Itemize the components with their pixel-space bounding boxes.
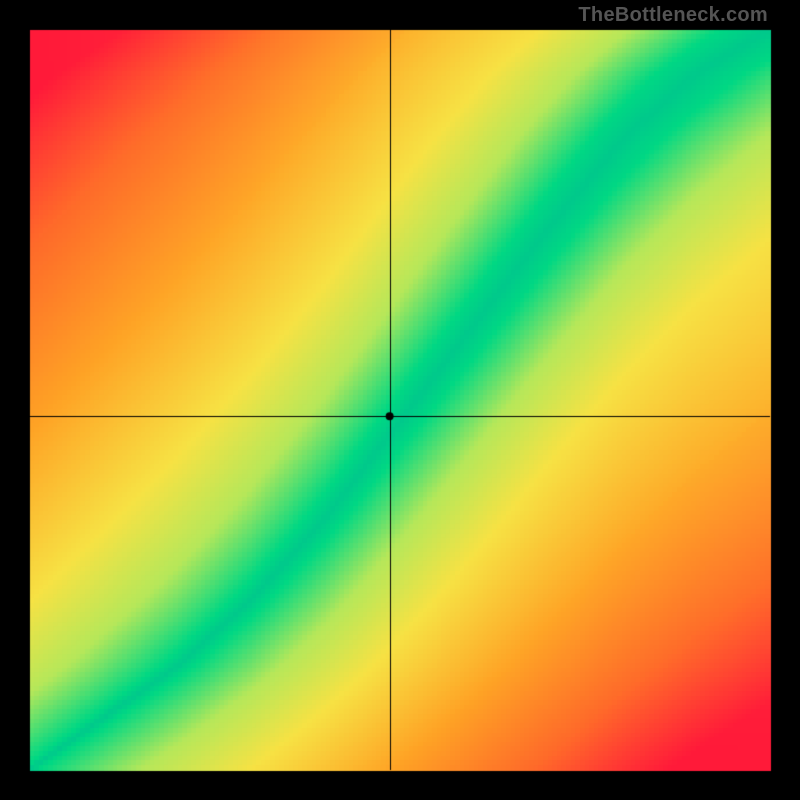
bottleneck-heatmap	[0, 0, 800, 800]
chart-container: TheBottleneck.com	[0, 0, 800, 800]
